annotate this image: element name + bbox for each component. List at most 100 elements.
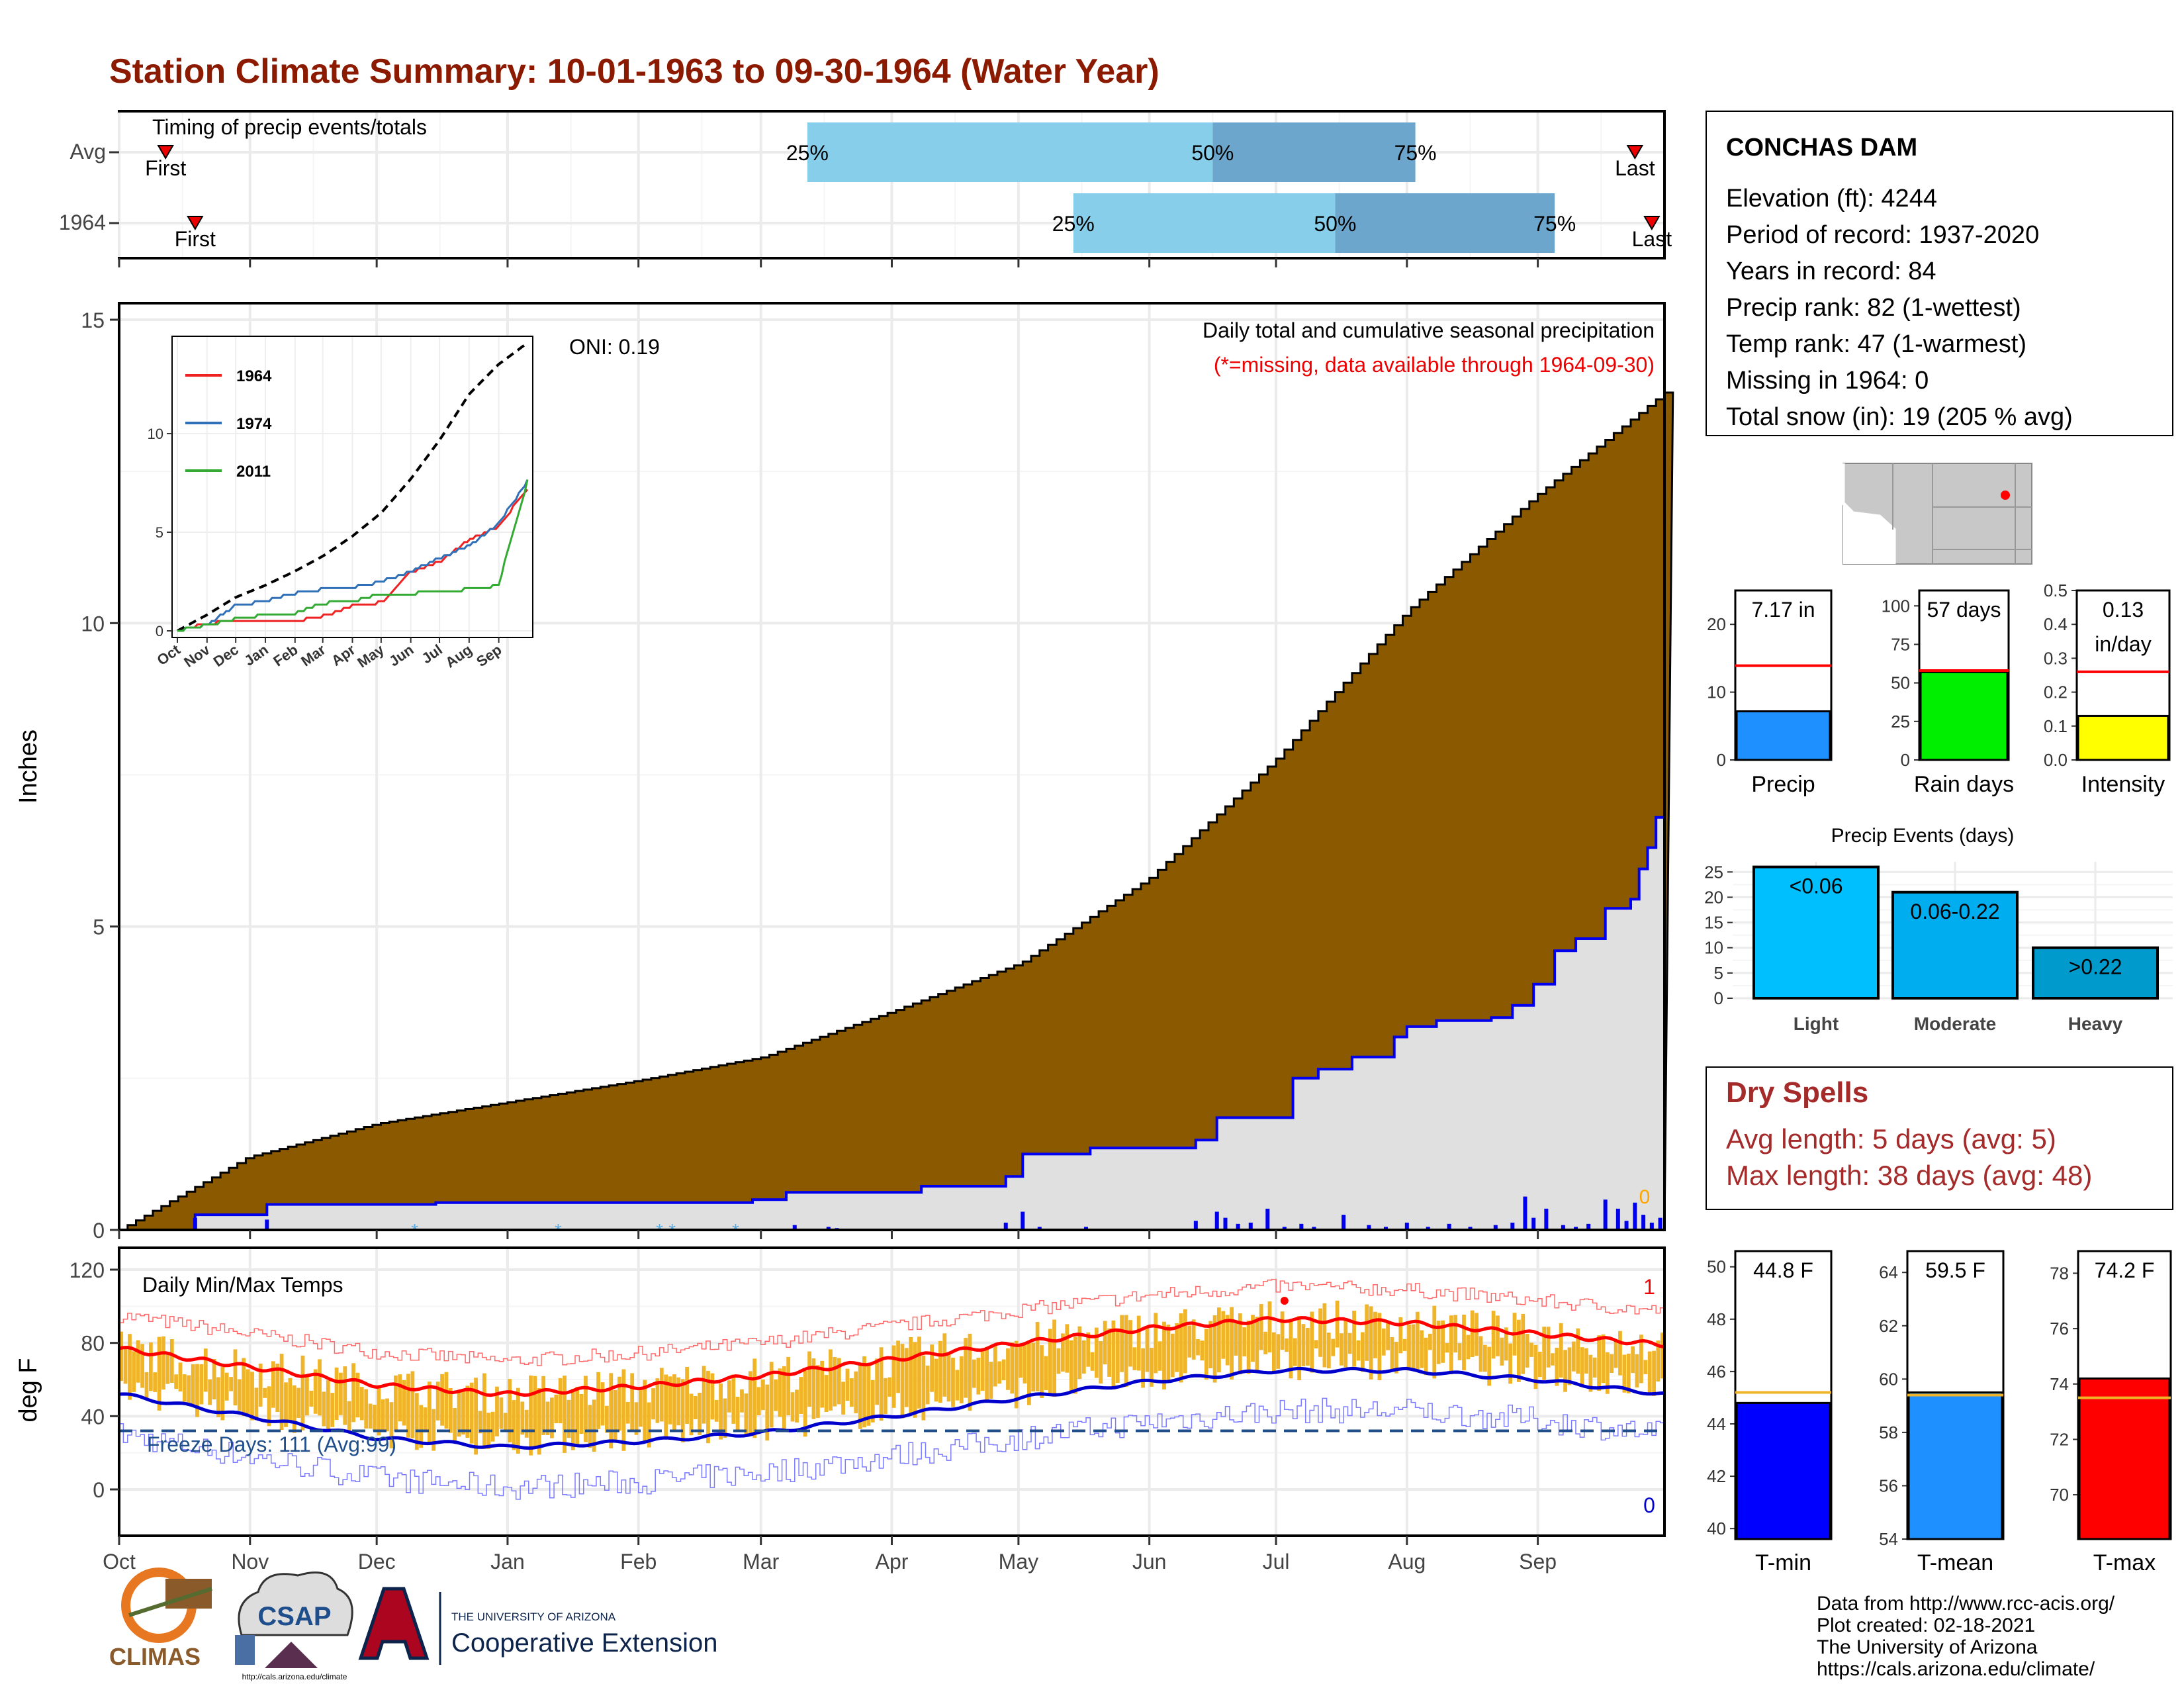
csap-logo-bars — [235, 1635, 255, 1665]
daily-temp-bar — [870, 1380, 875, 1423]
mini-bar-value-unit: in/day — [2095, 632, 2151, 656]
daily-temp-bar — [1145, 1326, 1150, 1372]
daily-temp-bar — [1533, 1344, 1538, 1389]
timing-title: Timing of precip events/totals — [152, 115, 427, 139]
climas-logo: CLIMAS — [109, 1568, 212, 1670]
daily-temp-bar — [482, 1373, 486, 1449]
daily-temp-bar — [178, 1362, 183, 1391]
daily-temp-bar — [187, 1375, 191, 1406]
daily-temp-bar — [1483, 1344, 1487, 1372]
daily-temp-bar — [647, 1402, 651, 1448]
daily-temp-bar — [1014, 1340, 1019, 1409]
daily-temp-bar — [1500, 1337, 1504, 1366]
daily-temp-bar — [1052, 1319, 1056, 1397]
daily-temp-bar — [651, 1388, 655, 1420]
daily-temp-bar — [229, 1377, 233, 1391]
daily-temp-bar — [334, 1367, 339, 1421]
daily-temp-bar — [1588, 1354, 1593, 1392]
month-tick-label: Dec — [358, 1550, 396, 1573]
daily-temp-bar — [267, 1386, 271, 1427]
temp-y-tick-label: 120 — [69, 1258, 105, 1282]
daily-temp-bar — [203, 1348, 208, 1392]
precip-missing-note: (*=missing, data available through 1964-… — [1214, 353, 1655, 377]
daily-temp-bar — [795, 1389, 799, 1423]
page-title: Station Climate Summary: 10-01-1963 to 0… — [109, 52, 1160, 91]
daily-precip-bar — [1426, 1227, 1430, 1230]
daily-temp-bar — [1563, 1350, 1567, 1392]
inset-legend-label: 1964 — [236, 367, 272, 385]
temp-bar-y-tick-label: 56 — [1879, 1476, 1898, 1495]
daily-temp-bar — [1487, 1346, 1492, 1386]
temp-bar-y-tick-label: 72 — [2050, 1429, 2069, 1449]
daily-temp-bar — [706, 1370, 710, 1444]
dry-spells-box: Dry Spells Avg length: 5 days (avg: 5) M… — [1706, 1066, 2173, 1210]
precip-y-tick-label: 0 — [93, 1219, 105, 1243]
events-bars: <0.06 0.06-0.22 >0.22 — [1752, 865, 2159, 1000]
daily-temp-bar — [394, 1375, 398, 1431]
daily-temp-bar — [866, 1364, 871, 1426]
temp-x-ticks: Oct Nov Dec Jan Feb Mar Apr May Jun Jul Aug Sep — [103, 1536, 1557, 1573]
ua-a-icon — [358, 1587, 430, 1660]
daily-temp-bar — [461, 1390, 465, 1435]
daily-temp-bar — [634, 1402, 639, 1435]
inset-series-line — [177, 489, 529, 632]
mini-bar-value — [2077, 714, 2169, 761]
daily-precip-bar — [265, 1219, 269, 1230]
inset-y-tick-label: 10 — [148, 426, 163, 442]
daily-temp-bar — [655, 1378, 660, 1423]
daily-temp-bar — [558, 1378, 563, 1424]
temp-y-ticks: 0 40 80 120 — [69, 1258, 119, 1502]
csap-logo: CSAP http://cals.arizona.edu/climate — [235, 1571, 353, 1681]
daily-temp-bars — [119, 1300, 1664, 1456]
daily-precip-bar — [1574, 1227, 1578, 1230]
daily-temp-bar — [921, 1355, 926, 1421]
temp-bar-y-tick-label: 64 — [1879, 1262, 1898, 1282]
daily-temp-bar — [1196, 1339, 1200, 1356]
daily-precip-bar — [1236, 1223, 1240, 1230]
daily-temp-bar — [1183, 1309, 1187, 1374]
temp-bar-y-tick-label: 44 — [1707, 1414, 1726, 1434]
month-tick-label: Oct — [103, 1550, 136, 1573]
inset-series-line — [177, 479, 529, 632]
daily-temp-bar — [1647, 1351, 1652, 1393]
daily-precip-bar — [1021, 1211, 1025, 1230]
daily-temp-bar — [639, 1388, 643, 1427]
daily-temp-bar — [1111, 1320, 1116, 1389]
daily-temp-bar — [258, 1363, 263, 1407]
temp-bar-y-tick-label: 74 — [2050, 1374, 2069, 1394]
first-event-label: First — [175, 227, 216, 251]
mini-bar-y-tick-label: 0.3 — [2044, 648, 2068, 668]
daily-temp-bar — [600, 1382, 605, 1426]
inset-legend-label: 1974 — [236, 415, 272, 433]
daily-temp-bar — [993, 1346, 997, 1387]
daily-temp-bar — [402, 1380, 406, 1426]
daily-temp-bar — [1103, 1321, 1107, 1365]
month-tick-label: Sep — [1519, 1550, 1557, 1573]
daily-temp-bar — [1200, 1340, 1205, 1361]
daily-temp-bar — [410, 1371, 415, 1438]
daily-temp-bar — [1158, 1341, 1162, 1371]
temp-bar-value — [1907, 1391, 2003, 1540]
daily-temp-bar — [183, 1374, 187, 1402]
daily-temp-bar — [1428, 1333, 1432, 1350]
daily-temp-bar — [769, 1362, 774, 1428]
daily-temp-bar — [1542, 1327, 1547, 1380]
daily-temp-bar — [570, 1389, 575, 1450]
daily-temp-bar — [1285, 1338, 1289, 1352]
daily-temp-bar — [1479, 1336, 1483, 1372]
daily-temp-bar — [959, 1356, 964, 1404]
dry-spells-max: Max length: 38 days (avg: 48) — [1726, 1160, 2092, 1191]
daily-temp-bar — [786, 1356, 791, 1415]
csap-logo-cloud — [238, 1571, 353, 1636]
temp-panel: 0 40 80 120 deg F Daily Min/Max Temps Freez… — [15, 1246, 1666, 1573]
daily-temp-bar — [220, 1367, 225, 1421]
daily-temp-bar — [406, 1374, 410, 1438]
daily-temp-bar — [541, 1376, 546, 1435]
csap-logo-url: http://cals.arizona.edu/climate — [242, 1672, 347, 1681]
daily-temp-bar — [1263, 1331, 1267, 1354]
temp-bar-charts: 40 42 44 46 48 50 44.8 F T-min 54 56 58 60 62 64 59.5 … — [1707, 1250, 2172, 1575]
daily-temp-bar — [516, 1387, 520, 1454]
events-y-tick-label: 10 — [1704, 938, 1723, 958]
record-max-line — [119, 1278, 1665, 1366]
daily-temp-bar — [976, 1358, 981, 1395]
